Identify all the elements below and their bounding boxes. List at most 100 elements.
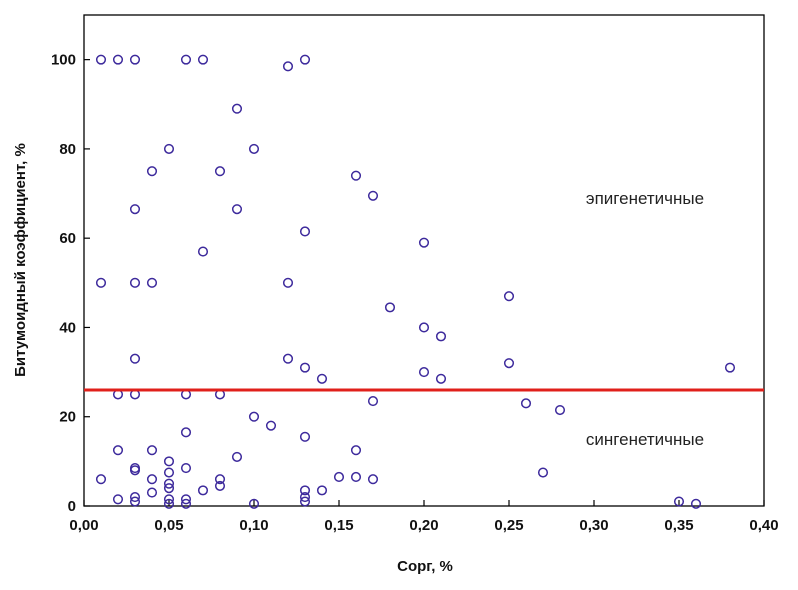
data-point [299, 54, 311, 65]
data-point [180, 463, 192, 474]
data-point [197, 54, 209, 65]
data-point [214, 480, 226, 491]
data-point [129, 204, 141, 215]
data-point [180, 427, 192, 438]
data-point [435, 331, 447, 342]
data-point [146, 166, 158, 177]
data-point [146, 277, 158, 288]
data-point [129, 465, 141, 476]
data-point [231, 204, 243, 215]
plot-frame [83, 14, 765, 507]
data-point [180, 54, 192, 65]
data-point [95, 54, 107, 65]
annotation-epigenetic: эпигенетичные [586, 189, 704, 208]
x-tick-label: 0,35 [664, 517, 693, 534]
data-point [503, 291, 515, 302]
y-tick-label: 40 [59, 319, 76, 336]
data-point [299, 492, 311, 503]
y-tick-label: 20 [59, 409, 76, 426]
data-point [367, 396, 379, 407]
data-point [350, 471, 362, 483]
data-point [248, 411, 260, 422]
data-point [299, 362, 311, 373]
y-tick-label: 80 [59, 141, 76, 158]
data-point [282, 277, 294, 288]
data-point [163, 494, 175, 505]
data-point [299, 485, 311, 496]
data-point [316, 485, 328, 496]
x-tick-label: 0,25 [494, 517, 523, 534]
data-point [163, 483, 175, 494]
data-point [163, 467, 175, 478]
data-series [95, 54, 736, 509]
data-point [350, 445, 362, 456]
data-point [146, 445, 158, 456]
data-point [367, 474, 379, 485]
data-point [724, 362, 736, 373]
annotation-syngenetic: сингенетичные [586, 430, 704, 449]
data-point [180, 498, 192, 509]
x-tick-label: 0,00 [69, 517, 98, 534]
data-point [333, 471, 345, 483]
data-point [95, 277, 107, 288]
data-point [163, 478, 175, 489]
y-axis-label: Битумоидный коэффициент, % [12, 143, 29, 377]
data-point [418, 237, 430, 248]
x-axis: 0,00 0,05 0,10 0,15 0,20 0,25 0,30 0,35 0,40 [69, 500, 779, 534]
data-point [214, 474, 226, 485]
data-point [163, 143, 175, 154]
x-tick-label: 0,10 [239, 517, 268, 534]
x-axis-label: Сорг, % [397, 558, 453, 575]
data-point [112, 445, 124, 456]
x-tick-label: 0,40 [749, 517, 778, 534]
data-point [248, 143, 260, 154]
data-point [282, 61, 294, 72]
data-point [214, 166, 226, 177]
data-point [520, 398, 532, 409]
data-point [503, 358, 515, 369]
data-point [146, 487, 158, 498]
data-point [265, 420, 277, 431]
data-point [112, 54, 124, 65]
data-point [129, 277, 141, 288]
data-point [129, 54, 141, 65]
x-tick-label: 0,20 [409, 517, 438, 534]
x-tick-label: 0,15 [324, 517, 353, 534]
data-point [435, 373, 447, 384]
data-point [231, 451, 243, 462]
data-point [299, 496, 311, 507]
data-point [537, 467, 549, 478]
y-tick-label: 100 [51, 52, 76, 69]
data-point [418, 367, 430, 378]
data-point [367, 190, 379, 201]
data-point [554, 404, 566, 416]
data-point [690, 498, 702, 509]
data-point [180, 494, 192, 505]
data-point [112, 494, 124, 505]
x-tick-label: 0,30 [579, 517, 608, 534]
data-point [299, 431, 311, 442]
data-point [384, 302, 396, 313]
data-point [299, 226, 311, 237]
data-point [418, 322, 430, 333]
y-tick-label: 0 [68, 498, 76, 515]
data-point [282, 353, 294, 364]
y-tick-label: 60 [59, 230, 76, 247]
data-point [197, 485, 209, 496]
data-point [316, 373, 328, 384]
data-point [248, 498, 260, 509]
data-point [163, 456, 175, 467]
data-point [95, 474, 107, 485]
data-point [129, 492, 141, 503]
data-point [673, 496, 685, 507]
data-point [146, 474, 158, 485]
data-point [197, 246, 209, 257]
data-point [129, 496, 141, 507]
data-point [231, 103, 243, 114]
data-point [129, 353, 141, 364]
data-point [350, 170, 362, 181]
x-tick-label: 0,05 [154, 517, 183, 534]
y-axis: 0 20 40 60 80 100 [51, 52, 90, 515]
